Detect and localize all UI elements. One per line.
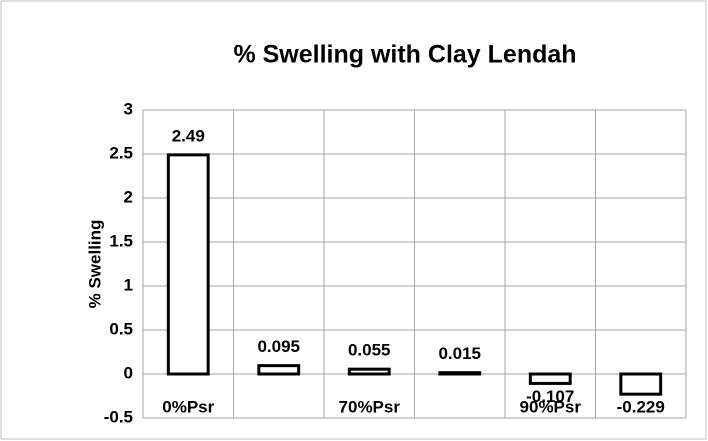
bar xyxy=(166,153,210,376)
data-label: 0.095 xyxy=(257,337,300,356)
x-tick-label: 90%Psr xyxy=(520,397,582,416)
y-tick-label: 0 xyxy=(124,363,133,382)
y-tick-label: 2.5 xyxy=(109,143,133,162)
chart-title: % Swelling with Clay Lendah xyxy=(233,41,576,69)
data-label: 0.055 xyxy=(348,341,391,360)
data-label: -0.229 xyxy=(617,398,665,417)
y-tick-label: -0.5 xyxy=(104,407,133,426)
bar xyxy=(257,364,301,376)
y-tick-label: 1 xyxy=(124,275,133,294)
y-tick-label: 1.5 xyxy=(109,231,133,250)
bar xyxy=(438,371,482,376)
y-tick-label: 2 xyxy=(124,187,133,206)
y-tick-label: 3 xyxy=(124,99,133,118)
data-label: 2.49 xyxy=(172,126,205,145)
y-tick-label: 0.5 xyxy=(109,319,133,338)
data-label: -0.107 xyxy=(526,387,574,406)
x-tick-label: 70%Psr xyxy=(339,397,401,416)
x-tick-label: 0%Psr xyxy=(162,397,214,416)
bar xyxy=(528,372,572,385)
data-label: 0.015 xyxy=(438,344,481,363)
y-axis-label: % Swelling xyxy=(85,220,104,309)
bar xyxy=(619,372,663,396)
bar xyxy=(347,367,391,376)
